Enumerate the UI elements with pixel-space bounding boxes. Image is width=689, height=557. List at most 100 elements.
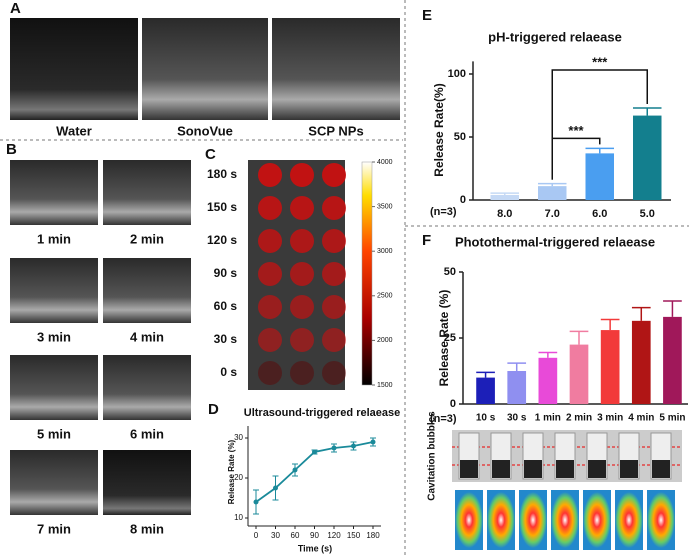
error-bar bbox=[490, 192, 519, 195]
well bbox=[322, 163, 346, 187]
bar bbox=[631, 320, 651, 404]
colorbar-tick-label: 2500 bbox=[377, 293, 393, 300]
vial-content bbox=[620, 460, 638, 478]
well bbox=[258, 196, 282, 220]
sample-label: (n=3) bbox=[430, 206, 457, 218]
error-bar bbox=[476, 371, 495, 378]
panel-label: D bbox=[208, 401, 219, 418]
y-tick-label: 50 bbox=[444, 266, 456, 278]
point bbox=[273, 485, 278, 491]
colorbar bbox=[361, 161, 373, 386]
bar bbox=[538, 186, 567, 200]
well bbox=[322, 262, 346, 286]
error-bar bbox=[507, 362, 527, 371]
point bbox=[351, 443, 356, 449]
image-caption: SCP NPs bbox=[308, 123, 363, 138]
colorbar-tick-label: 2000 bbox=[377, 337, 393, 344]
row-label: 0 s bbox=[220, 365, 237, 379]
row-label: 150 s bbox=[207, 200, 237, 214]
colorbar-tick-label: 3000 bbox=[377, 248, 393, 255]
ultrasound-image bbox=[272, 18, 400, 120]
row-label: 60 s bbox=[214, 299, 238, 313]
well bbox=[322, 295, 346, 319]
ultrasound-image bbox=[10, 355, 98, 420]
x-tick-label: 60 bbox=[291, 531, 300, 540]
ultrasound-image bbox=[103, 160, 191, 225]
ultrasound-image bbox=[103, 450, 191, 515]
error-bar bbox=[569, 330, 589, 345]
bar bbox=[490, 194, 519, 200]
y-axis-label: Release Rate (%) bbox=[437, 290, 451, 387]
point bbox=[253, 499, 259, 505]
bar bbox=[476, 377, 495, 404]
well bbox=[290, 196, 314, 220]
x-axis-label: Time (s) bbox=[298, 543, 332, 553]
significance-label: *** bbox=[568, 123, 584, 138]
x-tick-label: 2 min bbox=[566, 413, 592, 424]
ultrasound-image bbox=[10, 258, 98, 323]
error-bar bbox=[633, 107, 662, 116]
y-tick-label: 0 bbox=[450, 398, 456, 410]
vial-content bbox=[492, 460, 510, 478]
y-tick-label: 100 bbox=[448, 68, 466, 80]
row-label: 180 s bbox=[207, 167, 237, 181]
x-tick-label: 5 min bbox=[659, 413, 685, 424]
x-tick-label: 120 bbox=[327, 531, 341, 540]
image-caption: 3 min bbox=[37, 329, 71, 344]
x-tick-label: 0 bbox=[254, 531, 259, 540]
error-bar bbox=[631, 306, 651, 321]
well bbox=[322, 361, 346, 385]
thermal-spot bbox=[551, 492, 579, 548]
well bbox=[258, 229, 282, 253]
panel-label: C bbox=[205, 146, 216, 163]
sample-label: (n=3) bbox=[430, 413, 457, 425]
image-caption: 1 min bbox=[37, 231, 71, 246]
well bbox=[322, 328, 346, 352]
image-caption: SonoVue bbox=[177, 123, 233, 138]
x-tick-label: 6.0 bbox=[592, 208, 607, 220]
y-tick-label: 25 bbox=[444, 332, 456, 344]
thermal-spot bbox=[583, 492, 611, 548]
point bbox=[331, 445, 337, 451]
well bbox=[322, 229, 346, 253]
ultrasound-image bbox=[103, 258, 191, 323]
x-tick-label: 150 bbox=[347, 531, 361, 540]
x-tick-label: 30 bbox=[271, 531, 280, 540]
panel-label: B bbox=[6, 141, 17, 158]
y-tick-label: 20 bbox=[234, 473, 243, 482]
y-axis-label: Release Rate(%) bbox=[432, 83, 446, 176]
x-tick-label: 10 s bbox=[476, 413, 496, 424]
thermal-spot bbox=[615, 492, 643, 548]
thermal-spot bbox=[647, 492, 675, 548]
y-tick-label: 0 bbox=[460, 194, 466, 206]
ultrasound-image bbox=[10, 450, 98, 515]
image-caption: 8 min bbox=[130, 521, 164, 536]
x-tick-label: 5.0 bbox=[640, 208, 655, 220]
panel-label: E bbox=[422, 7, 432, 24]
y-axis-label: Release Rate (%) bbox=[227, 439, 236, 504]
image-caption: 5 min bbox=[37, 426, 71, 441]
x-tick-label: 8.0 bbox=[497, 208, 512, 220]
y-tick-label: 50 bbox=[454, 131, 466, 143]
error-bar bbox=[663, 300, 682, 317]
image-caption: Water bbox=[56, 123, 92, 138]
row-label: 120 s bbox=[207, 233, 237, 247]
well bbox=[290, 361, 314, 385]
well bbox=[290, 295, 314, 319]
well bbox=[290, 229, 314, 253]
bar bbox=[600, 330, 620, 404]
row-label: 90 s bbox=[214, 266, 238, 280]
colorbar-tick-label: 1500 bbox=[377, 382, 393, 389]
bar bbox=[585, 153, 614, 200]
error-bar bbox=[538, 182, 567, 187]
image-label: Cavitation bubbles bbox=[427, 411, 438, 501]
well bbox=[290, 262, 314, 286]
well bbox=[290, 328, 314, 352]
ultrasound-image bbox=[142, 18, 268, 120]
well bbox=[258, 328, 282, 352]
x-tick-label: 30 s bbox=[507, 413, 527, 424]
thermal-spot bbox=[455, 492, 483, 548]
bar bbox=[507, 371, 527, 404]
